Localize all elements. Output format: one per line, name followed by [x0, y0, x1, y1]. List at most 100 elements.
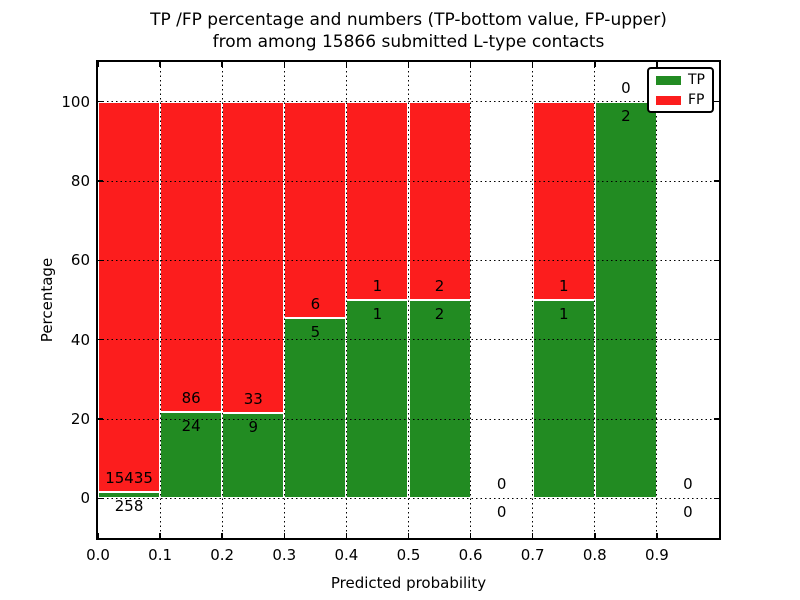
x-tick: [531, 62, 534, 67]
x-gridline: [470, 62, 472, 538]
fp-bar-segment: [222, 101, 285, 414]
tp-bar-segment: [594, 101, 657, 499]
y-gridline: [98, 101, 719, 103]
x-tick: [594, 62, 596, 67]
y-gridline: [98, 259, 719, 261]
tp-count-label: 0: [683, 503, 693, 522]
x-tick-label: 0.9: [644, 546, 669, 564]
tp-count-label: 9: [248, 418, 259, 437]
y-tick-label: 40: [70, 330, 90, 349]
x-tick: [159, 533, 161, 538]
tp-count-label: 1: [372, 305, 383, 323]
x-tick: [407, 533, 410, 538]
fp-count-label: 6: [310, 295, 321, 314]
fp-count-label: 0: [683, 475, 693, 494]
tp-bar-segment: [408, 300, 471, 499]
tp-count-label: 0: [496, 503, 507, 522]
fp-count-label: 86: [181, 388, 201, 407]
x-tick-label: 0.2: [210, 546, 235, 564]
fp-count-label: 1: [558, 277, 569, 295]
tp-bar-segment: [284, 318, 347, 499]
x-tick: [345, 62, 348, 67]
x-tick: [159, 62, 161, 67]
y-tick: [98, 497, 103, 500]
y-gridline: [98, 418, 719, 420]
tp-count-label: 1: [558, 305, 569, 323]
legend: TP FP: [647, 67, 714, 113]
fp-bar-segment: [532, 101, 595, 300]
fp-legend-label: FP: [688, 92, 705, 108]
x-tick: [283, 533, 286, 538]
x-tick: [469, 62, 472, 67]
tp-bar-segment: [222, 413, 285, 499]
y-tick: [98, 418, 103, 420]
x-tick-label: 0.4: [334, 546, 359, 564]
x-tick: [283, 62, 286, 67]
x-gridline: [221, 62, 223, 538]
x-gridline: [345, 62, 347, 538]
tp-count-label: 258: [114, 496, 144, 515]
fp-bar-segment: [408, 101, 471, 300]
fp-bar-segment: [160, 101, 223, 412]
x-tick: [594, 533, 596, 538]
x-tick-label: 0.6: [458, 546, 483, 564]
x-tick-label: 0.5: [396, 546, 421, 564]
fp-count-label: 33: [243, 390, 263, 409]
x-tick-label: 0.3: [272, 546, 297, 564]
x-gridline: [159, 62, 161, 538]
fp-count-label: 2: [434, 277, 445, 295]
x-gridline: [594, 62, 596, 538]
legend-entry-fp: FP: [656, 93, 705, 107]
tp-count-label: 2: [621, 106, 631, 125]
x-tick: [345, 533, 348, 538]
y-tick: [714, 259, 719, 262]
tp-legend-label: TP: [688, 72, 705, 88]
y-gridline: [98, 180, 719, 182]
y-gridline: [98, 497, 719, 499]
y-tick: [714, 180, 719, 182]
tp-bar-segment: [532, 300, 595, 499]
x-tick: [221, 533, 223, 538]
x-gridline: [408, 62, 409, 538]
y-tick-label: 100: [61, 92, 90, 111]
x-axis-label: Predicted probability: [330, 574, 487, 592]
x-tick: [221, 62, 223, 67]
y-tick: [714, 418, 719, 420]
y-tick: [98, 338, 103, 341]
fp-count-label: 0: [621, 78, 631, 97]
y-axis-label: Percentage: [38, 257, 56, 343]
x-tick-label: 0.0: [86, 546, 110, 564]
plot-area: TP FP 15435 258 86 24 33 9 6 5 1 1 2 2 0 0 1 1 0 2 0 0: [96, 60, 721, 540]
fp-count-label: 0: [496, 475, 507, 494]
tp-swatch-icon: [656, 75, 681, 85]
x-tick-label: 0.8: [582, 546, 607, 564]
y-tick: [98, 180, 103, 182]
fp-count-label: 15435: [105, 468, 153, 487]
x-tick: [656, 533, 658, 538]
y-tick-label: 80: [70, 172, 90, 190]
x-gridline: [283, 62, 285, 538]
tp-count-label: 2: [434, 305, 445, 323]
y-tick: [714, 497, 719, 500]
y-tick: [714, 100, 719, 103]
x-gridline: [656, 62, 658, 538]
y-tick: [98, 100, 103, 103]
y-tick-label: 0: [80, 489, 90, 508]
y-tick-label: 20: [70, 410, 90, 428]
y-tick-label: 60: [70, 251, 90, 270]
x-tick: [656, 62, 658, 67]
x-tick-label: 0.1: [148, 546, 173, 564]
y-tick: [98, 259, 103, 262]
x-gridline: [532, 62, 534, 538]
y-gridline: [98, 339, 719, 341]
y-tick: [714, 338, 719, 341]
fp-bar-segment: [98, 101, 161, 492]
x-tick: [97, 62, 99, 67]
fp-bar-segment: [346, 101, 409, 300]
tp-bar-segment: [346, 300, 409, 499]
legend-entry-tp: TP: [656, 73, 705, 87]
x-tick: [407, 62, 410, 67]
fp-count-label: 1: [372, 277, 383, 295]
x-tick: [97, 533, 99, 538]
x-tick: [531, 533, 534, 538]
